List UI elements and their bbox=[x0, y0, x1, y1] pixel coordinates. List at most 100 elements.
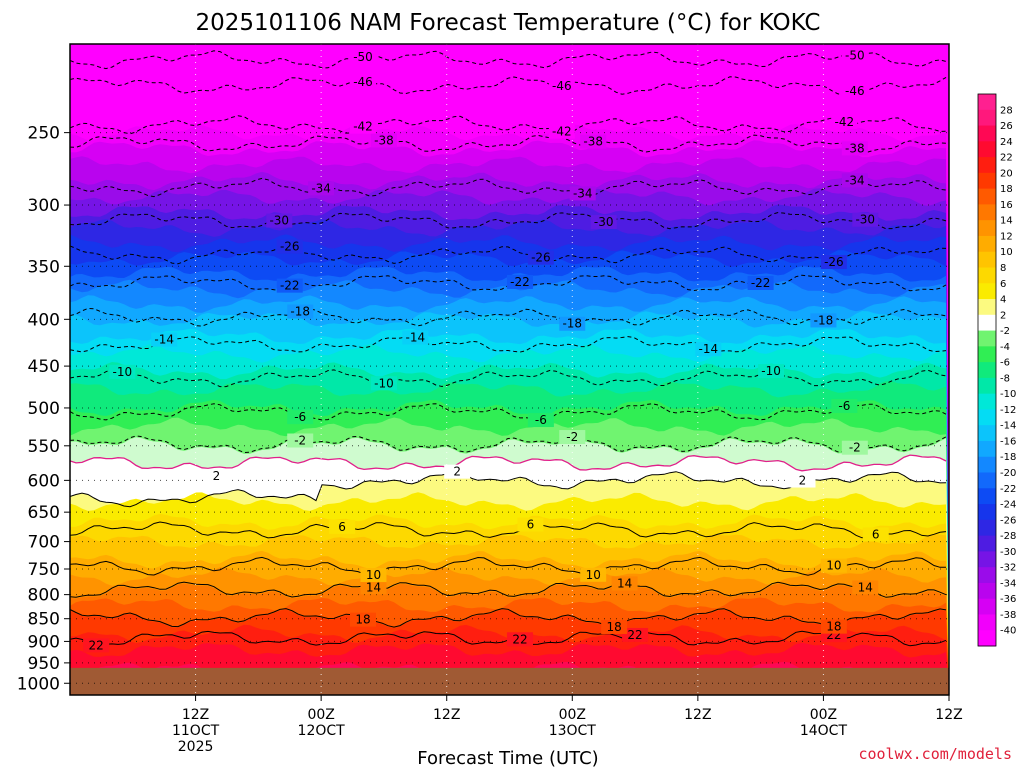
isotherm-label: 10 bbox=[366, 568, 381, 582]
colorbar-label: -8 bbox=[1000, 373, 1010, 384]
colorbar-label: 12 bbox=[1000, 231, 1013, 242]
credit-link[interactable]: coolwx.com/models bbox=[858, 745, 1012, 763]
isotherm-label: -22 bbox=[280, 279, 300, 293]
x-tick-label: 12Z bbox=[684, 707, 711, 723]
y-tick-label: 950 bbox=[28, 654, 60, 674]
isotherm-label-bg bbox=[852, 580, 879, 595]
isotherm-label: -18 bbox=[562, 317, 582, 331]
isotherm-label: -46 bbox=[552, 79, 572, 93]
isotherm-18-line bbox=[69, 608, 947, 628]
isotherm-label-bg bbox=[580, 567, 607, 582]
isotherm-label-bg bbox=[747, 275, 774, 290]
isotherm--14-line bbox=[69, 336, 947, 353]
x-tick-label: 00Z bbox=[810, 707, 837, 723]
isotherm-label: -30 bbox=[855, 213, 875, 227]
colorbar-swatch bbox=[978, 267, 996, 284]
isotherm-label-bg bbox=[276, 239, 303, 254]
isotherm-label-bg bbox=[820, 255, 847, 270]
colorbar-label: 22 bbox=[1000, 153, 1013, 164]
x-tick-label: 11OCT bbox=[172, 723, 220, 739]
isotherm-label: -14 bbox=[154, 333, 174, 347]
isotherm-label: -22 bbox=[510, 275, 530, 289]
colorbar-label: 8 bbox=[1000, 263, 1006, 274]
isotherm-label: -30 bbox=[269, 214, 289, 228]
y-tick-label: 1000 bbox=[17, 674, 60, 694]
isotherm--26-line bbox=[69, 245, 947, 265]
isotherm-label-bg bbox=[83, 638, 110, 653]
isotherm-label: -6 bbox=[535, 413, 547, 427]
colorbar-swatch bbox=[978, 251, 996, 268]
y-tick-label: 850 bbox=[28, 610, 60, 630]
isotherm--50-line bbox=[69, 50, 947, 70]
isotherm-label: -34 bbox=[573, 186, 593, 200]
isotherm-label-bg bbox=[527, 250, 554, 265]
isotherm-label-bg bbox=[841, 48, 868, 63]
isotherm-label-bg bbox=[506, 274, 533, 289]
colorbar-swatch bbox=[978, 157, 996, 174]
isotherm-label: -42 bbox=[552, 125, 572, 139]
colorbar-swatch bbox=[978, 598, 996, 615]
isotherm-label-bg bbox=[611, 576, 638, 591]
isotherm-label: 18 bbox=[826, 620, 841, 634]
isotherm-label: 2 bbox=[799, 474, 807, 488]
isotherm-label-bg bbox=[350, 119, 376, 134]
colorbar-label: 4 bbox=[1000, 295, 1006, 306]
y-tick-label: 500 bbox=[28, 399, 60, 419]
isotherm-label: 6 bbox=[527, 518, 535, 532]
isotherm-10-line bbox=[69, 556, 947, 576]
colorbar-label: -38 bbox=[1000, 610, 1016, 621]
isotherm-label-bg bbox=[287, 410, 314, 425]
colorbar-label: -32 bbox=[1000, 563, 1016, 574]
colorbar-label: 20 bbox=[1000, 168, 1013, 179]
isotherm--38-line bbox=[69, 134, 947, 153]
colorbar-swatch bbox=[978, 172, 996, 190]
isotherm-label-bg bbox=[517, 517, 544, 532]
isotherm-label: -38 bbox=[845, 141, 865, 155]
ground-below-surface bbox=[70, 667, 949, 695]
colorbar-label: -26 bbox=[1000, 515, 1016, 526]
freezing-line bbox=[69, 454, 947, 472]
isotherm-label: 10 bbox=[586, 568, 601, 582]
isotherm-label-bg bbox=[360, 580, 387, 595]
isotherm-14-line bbox=[69, 581, 947, 598]
colorbar-label: -4 bbox=[1000, 342, 1010, 353]
colorbar-label: -36 bbox=[1000, 594, 1016, 605]
isotherm--30-line bbox=[69, 211, 947, 230]
chart-title: 2025101106 NAM Forecast Temperature (°C)… bbox=[196, 10, 821, 36]
colorbar-swatch bbox=[978, 125, 996, 142]
isotherm-label: -2 bbox=[849, 441, 861, 455]
y-tick-label: 900 bbox=[28, 632, 60, 652]
colorbar-swatch bbox=[978, 362, 996, 379]
colorbar-swatch bbox=[978, 551, 996, 568]
isotherm-label: -14 bbox=[699, 342, 719, 356]
isotherm-label: 6 bbox=[872, 527, 880, 541]
isotherm-label-bg bbox=[151, 332, 178, 347]
colorbar-swatch bbox=[978, 630, 996, 647]
colorbar-swatch bbox=[978, 330, 996, 347]
isotherm-label: -18 bbox=[290, 305, 310, 319]
isotherm-label: -38 bbox=[374, 133, 394, 147]
colorbar-swatch bbox=[978, 235, 996, 253]
y-tick-label: 700 bbox=[28, 533, 60, 553]
y-tick-label: 300 bbox=[28, 196, 60, 216]
isotherm-label-bg bbox=[287, 304, 314, 319]
isotherm-label-bg bbox=[852, 212, 879, 227]
isotherm-label-bg bbox=[841, 141, 868, 156]
colorbar-label: -20 bbox=[1000, 468, 1016, 479]
colorbar-label: -28 bbox=[1000, 531, 1016, 542]
colorbar-label: 10 bbox=[1000, 247, 1013, 258]
x-axis-label: Forecast Time (UTC) bbox=[417, 748, 598, 768]
colorbar-label: -14 bbox=[1000, 421, 1016, 432]
isotherm-label-bg bbox=[569, 186, 596, 201]
colorbar-label: 14 bbox=[1000, 216, 1013, 227]
colorbar-label: -22 bbox=[1000, 484, 1016, 495]
isotherm-label: 22 bbox=[89, 638, 104, 652]
colorbar-label: -40 bbox=[1000, 626, 1016, 637]
isotherm-label: -22 bbox=[751, 276, 771, 290]
isotherm-label: -30 bbox=[594, 215, 614, 229]
isotherm-label-bg bbox=[276, 278, 303, 293]
isotherm-label: -10 bbox=[113, 365, 133, 379]
